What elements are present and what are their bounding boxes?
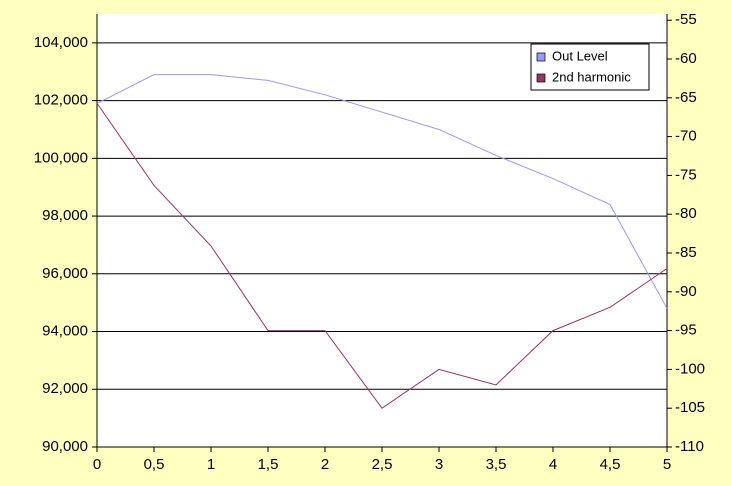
x-tick-label: 2 [321, 456, 329, 473]
y-tick-label: 102,000 [34, 92, 88, 109]
x-tick-label: 0,5 [144, 456, 165, 473]
y-tick-label: 90,000 [42, 438, 88, 455]
y2-tick-label: -65 [675, 89, 697, 106]
x-tick-label: 2,5 [372, 456, 393, 473]
series-line [96, 102, 668, 409]
x-tick-label: 4,5 [600, 456, 621, 473]
y2-tick-label: -70 [675, 128, 697, 145]
y2-tick-label: -100 [675, 360, 705, 377]
legend-swatch [536, 73, 546, 83]
y2-tick-label: -110 [675, 438, 704, 455]
y-tick-label: 92,000 [42, 380, 88, 397]
y2-tick-label: -95 [675, 322, 697, 339]
y2-tick-label: -75 [675, 166, 697, 183]
x-tick-label: 5 [663, 456, 671, 473]
y2-tick-label: -80 [675, 205, 697, 222]
y2-tick-label: -105 [675, 399, 705, 416]
legend-swatch [536, 52, 546, 62]
x-tick-label: 4 [549, 456, 557, 473]
x-tick-label: 3 [435, 456, 443, 473]
y2-tick-label: -85 [675, 244, 697, 261]
legend-label: 2nd harmonic [552, 69, 631, 84]
y2-tick-label: -90 [675, 283, 697, 300]
y2-tick-label: -60 [675, 50, 697, 67]
x-tick-label: 3,5 [486, 456, 507, 473]
y-tick-label: 100,000 [34, 149, 88, 166]
x-tick-label: 1,5 [258, 456, 279, 473]
y-tick-label: 104,000 [34, 34, 88, 51]
x-tick-label: 1 [207, 456, 215, 473]
y-tick-label: 96,000 [42, 265, 88, 282]
y-tick-label: 94,000 [42, 323, 88, 340]
y-tick-label: 98,000 [42, 207, 88, 224]
y2-tick-label: -55 [675, 11, 697, 28]
legend-label: Out Level [552, 48, 608, 63]
series-line [96, 74, 668, 309]
x-tick-label: 0 [93, 456, 101, 473]
legend-box [530, 43, 650, 91]
legend: Out Level 2nd harmonic [530, 43, 650, 91]
